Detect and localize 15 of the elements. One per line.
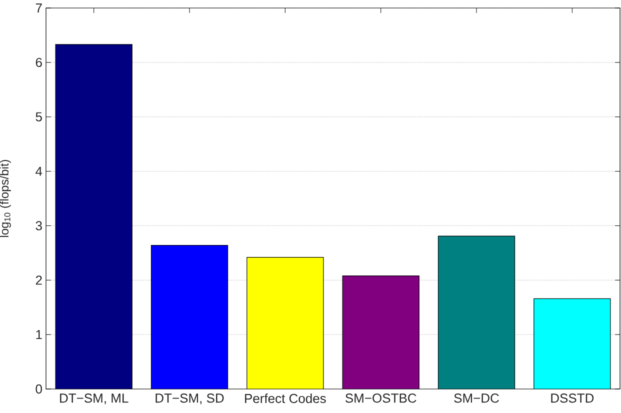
x-tick-label: DT−SM, SD <box>156 394 224 404</box>
y-tick-label: 1 <box>36 330 42 340</box>
x-tick-label: DSSTD <box>551 394 594 403</box>
y-tick-label: 4 <box>36 166 42 176</box>
y-tick-label: 0 <box>36 384 42 394</box>
y-tick-label: 5 <box>36 112 42 122</box>
x-tick-label: Perfect Codes <box>245 394 326 404</box>
x-tick-label: DT−SM, ML <box>60 394 128 404</box>
y-tick-label: 3 <box>36 221 42 230</box>
y-tick-label: 6 <box>36 58 42 68</box>
y-tick-label: 7 <box>36 4 42 12</box>
y-tick-label: 2 <box>36 276 42 285</box>
x-tick-label: SM−OSTBC <box>345 394 416 403</box>
y-axis-title: log$_{10}$ (flops/bit) <box>0 160 11 237</box>
x-tick-label: SM−DC <box>454 394 499 403</box>
